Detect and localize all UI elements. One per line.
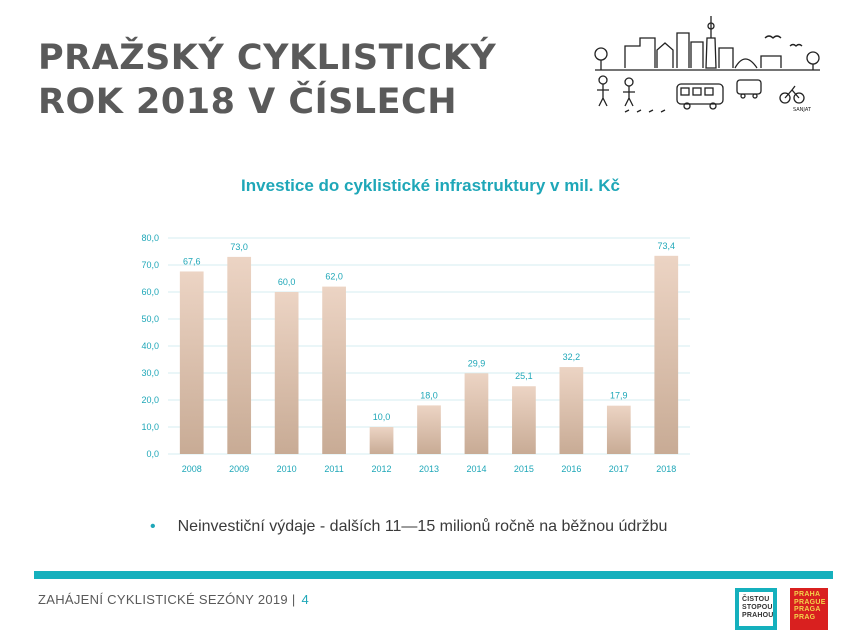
chart-bars: [179, 255, 679, 454]
data-label: 32,2: [563, 352, 581, 362]
x-tick-label: 2017: [609, 464, 629, 474]
y-tick-label: 0,0: [146, 449, 159, 459]
y-tick-label: 20,0: [141, 395, 159, 405]
logo-line: PRAHA: [794, 591, 821, 598]
x-tick-label: 2012: [372, 464, 392, 474]
y-tick-label: 40,0: [141, 341, 159, 351]
logo-line: PRAHOU: [742, 612, 774, 619]
x-tick-label: 2008: [182, 464, 202, 474]
bar: [654, 255, 679, 454]
bullet-item: • Neinvestiční výdaje - dalších 11—15 mil…: [150, 518, 667, 536]
y-tick-label: 60,0: [141, 287, 159, 297]
bar: [227, 256, 252, 454]
logo-line: PRAGA: [794, 606, 821, 613]
bar: [369, 427, 394, 454]
data-label: 67,6: [183, 256, 201, 266]
bar: [464, 373, 489, 454]
data-label: 73,4: [658, 241, 676, 251]
y-tick-label: 70,0: [141, 260, 159, 270]
data-label: 60,0: [278, 277, 296, 287]
chart-title: Investice do cyklistické infrastruktury …: [241, 176, 620, 195]
x-tick-label: 2013: [419, 464, 439, 474]
bar: [322, 286, 346, 454]
logo-line: PRAGUE: [794, 598, 826, 606]
x-tick-label: 2015: [514, 464, 534, 474]
bar: [417, 405, 441, 454]
logo-line: ČISTOU: [742, 596, 770, 603]
data-label: 73,0: [230, 242, 248, 252]
bar: [512, 386, 536, 454]
bar-chart: 0,0 10,0 20,0 30,0 40,0 50,0 60,0 70,0 80,0 67,6…: [141, 233, 690, 474]
bar: [606, 405, 631, 454]
y-axis-ticks: 0,0 10,0 20,0 30,0 40,0 50,0 60,0 70,0 80,0: [141, 233, 159, 459]
x-tick-label: 2011: [324, 464, 343, 474]
page-number: 4: [301, 592, 310, 607]
chart-gridlines: [168, 237, 690, 455]
y-tick-label: 30,0: [141, 368, 159, 378]
bar: [179, 271, 204, 454]
data-label: 29,9: [468, 358, 486, 368]
data-label: 25,1: [515, 371, 533, 381]
y-tick-label: 80,0: [141, 233, 159, 243]
bar: [274, 292, 299, 454]
logo-line: STOPOU: [742, 604, 773, 611]
city-cycling-illustration: SANJAT: [594, 16, 820, 113]
slide-title: PRAŽSKÝ CYKLISTICKÝ ROK 2018 V ČÍSLECH: [38, 36, 496, 124]
y-tick-label: 50,0: [141, 314, 159, 324]
data-label: 62,0: [325, 272, 343, 282]
title-line-1: PRAŽSKÝ CYKLISTICKÝ: [38, 38, 497, 78]
illustration-label: SANJAT: [793, 107, 812, 113]
x-axis-ticks: 2008 2009 2010 2011 2012 2013 2014 2015 2016 2017…: [182, 464, 677, 474]
bullet-dot: •: [150, 518, 156, 535]
bullet-text: Neinvestiční výdaje - dalších 11—15 mili…: [177, 518, 668, 535]
data-label: 17,9: [610, 391, 628, 401]
data-label: 10,0: [373, 412, 391, 422]
x-tick-label: 2010: [277, 464, 297, 474]
x-tick-label: 2018: [656, 464, 676, 474]
x-tick-label: 2016: [561, 464, 581, 474]
logo-line: PRAG: [794, 613, 816, 621]
footer-label: ZAHÁJENÍ CYKLISTICKÉ SEZÓNY 2019 |: [38, 592, 296, 607]
y-tick-label: 10,0: [141, 422, 159, 432]
title-line-2: ROK 2018 V ČÍSLECH: [38, 82, 457, 122]
footer: ZAHÁJENÍ CYKLISTICKÉ SEZÓNY 2019 | 4: [38, 592, 309, 607]
x-tick-label: 2009: [229, 464, 249, 474]
data-label: 18,0: [420, 390, 438, 400]
data-labels: 67,6 73,0 60,0 62,0 10,0 18,0 29,9 25,1 32,2 17,9…: [183, 241, 675, 422]
bar: [559, 367, 584, 454]
x-tick-label: 2014: [466, 464, 486, 474]
footer-accent-bar: [34, 571, 833, 579]
praha-logo: PRAHA PRAGUE PRAGA PRAG: [790, 588, 828, 630]
cistou-stopou-logo: ČISTOU STOPOU PRAHOU: [735, 588, 777, 630]
